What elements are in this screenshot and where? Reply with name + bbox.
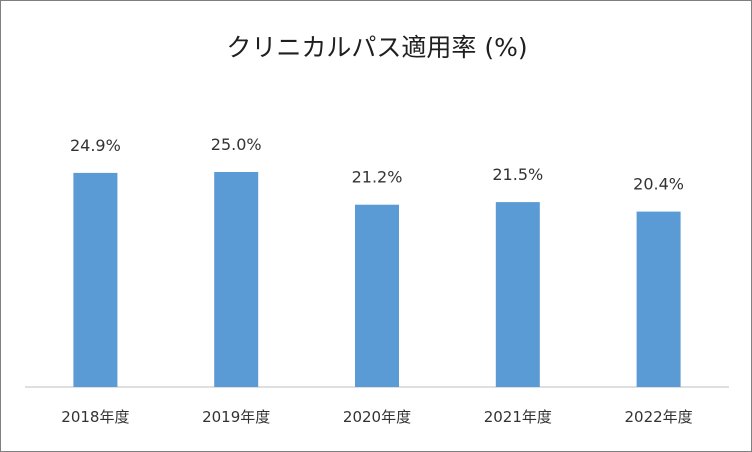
bar-0: [73, 172, 118, 387]
chart-title: クリニカルパス適用率 (%): [226, 33, 527, 62]
bar-4: [636, 211, 681, 387]
bar-3: [495, 202, 540, 387]
bars-group: [73, 172, 681, 387]
x-tick-label-0: 2018年度: [61, 408, 129, 426]
bar-2: [355, 204, 399, 387]
x-tick-labels-group: 2018年度 2019年度 2020年度 2021年度 2022年度: [61, 408, 692, 426]
x-tick-label-4: 2022年度: [625, 408, 693, 426]
x-tick-label-3: 2021年度: [484, 408, 552, 426]
bar-1: [214, 172, 259, 387]
data-label-2: 21.2%: [352, 168, 403, 187]
x-tick-label-2: 2020年度: [343, 408, 411, 426]
data-label-3: 21.5%: [492, 165, 543, 184]
data-label-4: 20.4%: [633, 175, 684, 194]
x-tick-label-1: 2019年度: [202, 408, 270, 426]
data-label-1: 25.0%: [211, 135, 262, 154]
data-labels-group: 24.9% 25.0% 21.2% 21.5% 20.4%: [70, 135, 684, 194]
data-label-0: 24.9%: [70, 136, 121, 155]
